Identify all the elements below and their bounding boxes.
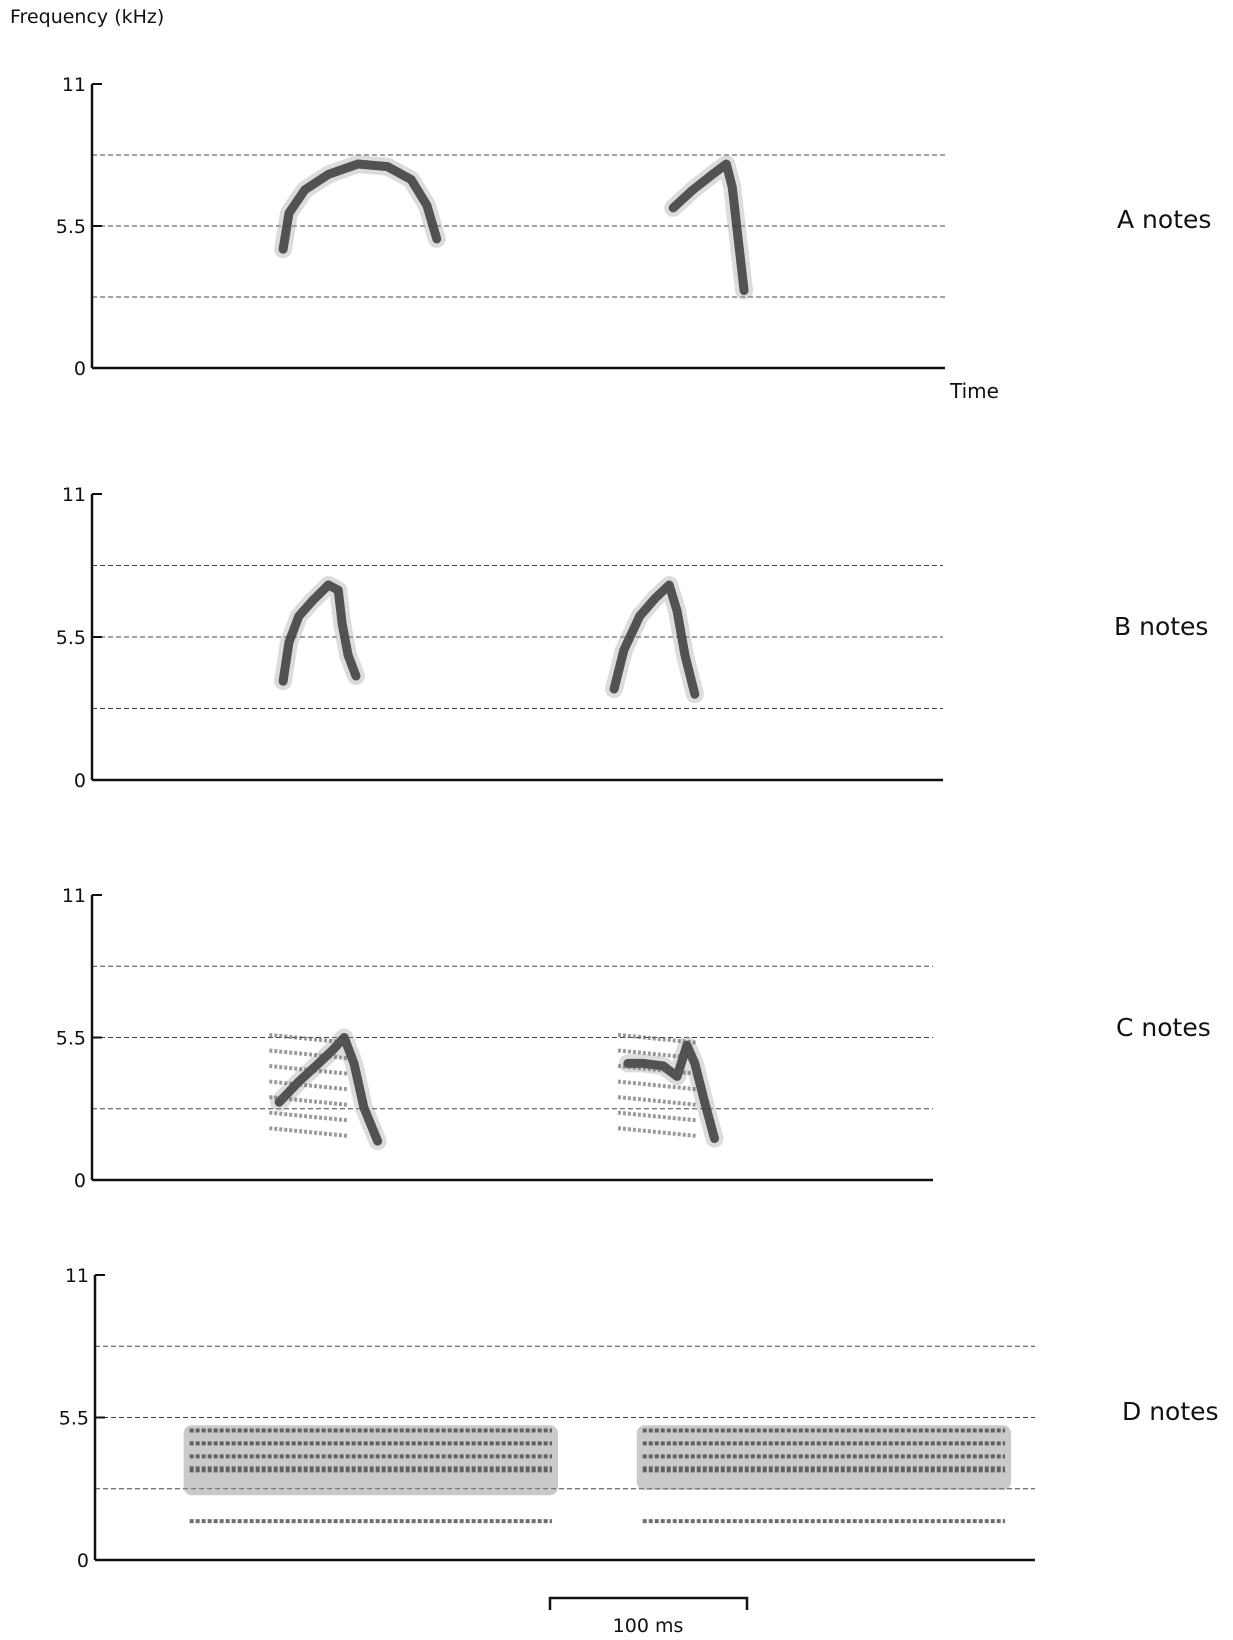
note-harmonic — [617, 1048, 697, 1061]
y-tick-label: 11 — [62, 484, 86, 506]
note-trace — [668, 159, 749, 296]
note-harmonic — [617, 1126, 697, 1138]
y-axis-title: Frequency (kHz) — [10, 6, 165, 28]
note-harmonic — [617, 1110, 697, 1123]
y-tick-label: 11 — [62, 885, 86, 907]
note-harmonic — [617, 1095, 697, 1107]
scale-bar-label: 100 ms — [613, 1615, 684, 1637]
y-tick-label: 0 — [74, 770, 86, 792]
note-trace — [278, 580, 361, 686]
y-tick-label: 5.5 — [56, 216, 86, 238]
scale-bar — [548, 1596, 749, 1610]
note-harmonic — [269, 1032, 349, 1045]
y-tick-label: 11 — [65, 1265, 89, 1287]
note-harmonic — [617, 1079, 697, 1092]
panel-label-c: C notes — [1116, 1013, 1211, 1042]
y-tick-label: 5.5 — [56, 627, 86, 649]
note-trace — [623, 1040, 720, 1144]
note-harmonic — [269, 1095, 349, 1107]
note-harmonic — [269, 1048, 349, 1061]
panel-label-b: B notes — [1114, 612, 1209, 641]
note-harmonic — [617, 1064, 697, 1076]
note-harmonic — [269, 1126, 349, 1138]
note-harmonic — [269, 1079, 349, 1092]
note-trace — [274, 1033, 383, 1146]
note-band — [183, 1425, 558, 1496]
y-tick-label: 0 — [77, 1550, 89, 1572]
y-tick-label: 11 — [62, 74, 86, 96]
y-tick-label: 0 — [74, 1170, 86, 1192]
note-harmonic — [269, 1110, 349, 1123]
x-axis-title: Time — [949, 379, 999, 403]
note-trace — [609, 580, 700, 699]
y-tick-label: 5.5 — [59, 1408, 89, 1430]
note-trace — [278, 159, 442, 254]
y-tick-label: 0 — [74, 358, 86, 380]
y-tick-label: 5.5 — [56, 1028, 86, 1050]
panel-label-a: A notes — [1117, 205, 1212, 234]
panel-label-d: D notes — [1122, 1397, 1219, 1426]
note-harmonic — [617, 1032, 697, 1045]
note-harmonic — [269, 1064, 349, 1076]
